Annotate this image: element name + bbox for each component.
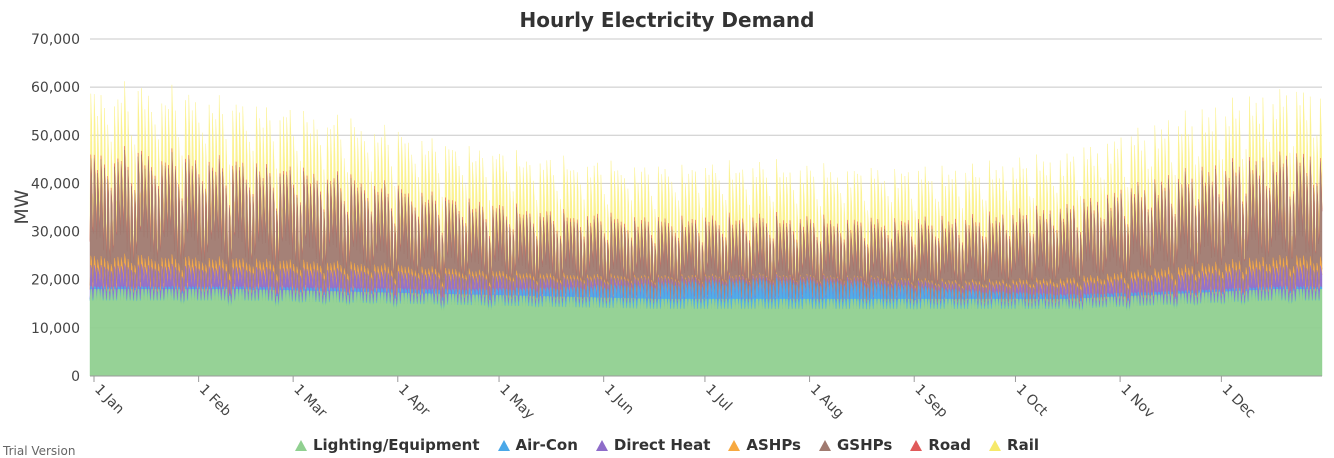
legend-marker-icon <box>818 439 831 451</box>
legend-marker-icon <box>497 439 510 451</box>
legend-marker-icon <box>989 439 1002 451</box>
y-tick-label: 70,000 <box>31 32 80 48</box>
x-tick-label: 1 Jul <box>702 382 735 415</box>
y-tick-label: 50,000 <box>31 128 80 144</box>
legend-item-rail[interactable]: Rail <box>989 436 1039 454</box>
y-tick-label: 30,000 <box>31 225 80 241</box>
legend-label: ASHPs <box>746 436 801 454</box>
x-tick-label: 1 Mar <box>290 382 330 422</box>
y-tick-label: 60,000 <box>31 80 80 96</box>
trial-version-label: Trial Version <box>3 444 76 458</box>
x-tick-label: 1 Aug <box>807 382 847 422</box>
x-tick-label: 1 Apr <box>395 382 433 420</box>
x-tick-label: 1 Dec <box>1219 382 1259 422</box>
legend-marker-icon <box>728 439 741 451</box>
y-tick-label: 40,000 <box>31 176 80 192</box>
hourly-demand-chart: Hourly Electricity Demand MW 0 10,000 20,000… <box>11 8 1323 423</box>
x-tick-label: 1 Jan <box>91 382 127 418</box>
legend-item-ashps[interactable]: ASHPs <box>728 436 801 454</box>
y-axis-label: MW <box>11 189 33 224</box>
x-tick-label: 1 May <box>496 382 537 423</box>
legend-label: Road <box>928 436 972 454</box>
y-tick-label: 10,000 <box>31 321 80 337</box>
legend-item-lighting-equipment[interactable]: Lighting/Equipment <box>294 436 480 454</box>
legend-item-road[interactable]: Road <box>910 436 971 454</box>
x-tick-label: 1 Jun <box>601 382 637 418</box>
legend-item-air-con[interactable]: Air-Con <box>497 436 578 454</box>
legend-label: Direct Heat <box>613 436 711 454</box>
legend-marker-icon <box>910 439 923 451</box>
y-tick-label: 0 <box>71 369 80 385</box>
chart-legend: Lighting/Equipment Air-Con Direct Heat ASHP… <box>0 436 1334 454</box>
legend-label: GSHPs <box>836 436 893 454</box>
x-tick-label: 1 Nov <box>1117 382 1157 422</box>
legend-label: Rail <box>1007 436 1039 454</box>
legend-marker-icon <box>294 439 307 451</box>
x-tick-label: 1 Feb <box>196 382 234 420</box>
y-tick-label: 20,000 <box>31 273 80 289</box>
chart-title: Hourly Electricity Demand <box>520 8 815 32</box>
legend-item-direct-heat[interactable]: Direct Heat <box>595 436 711 454</box>
legend-marker-icon <box>595 439 608 451</box>
legend-label: Lighting/Equipment <box>312 436 480 454</box>
x-tick-label: 1 Oct <box>1013 382 1051 420</box>
legend-label: Air-Con <box>515 436 578 454</box>
legend-item-gshps[interactable]: GSHPs <box>818 436 893 454</box>
x-tick-label: 1 Sep <box>911 382 950 421</box>
area-series-lighting-equipment <box>89 289 1323 377</box>
